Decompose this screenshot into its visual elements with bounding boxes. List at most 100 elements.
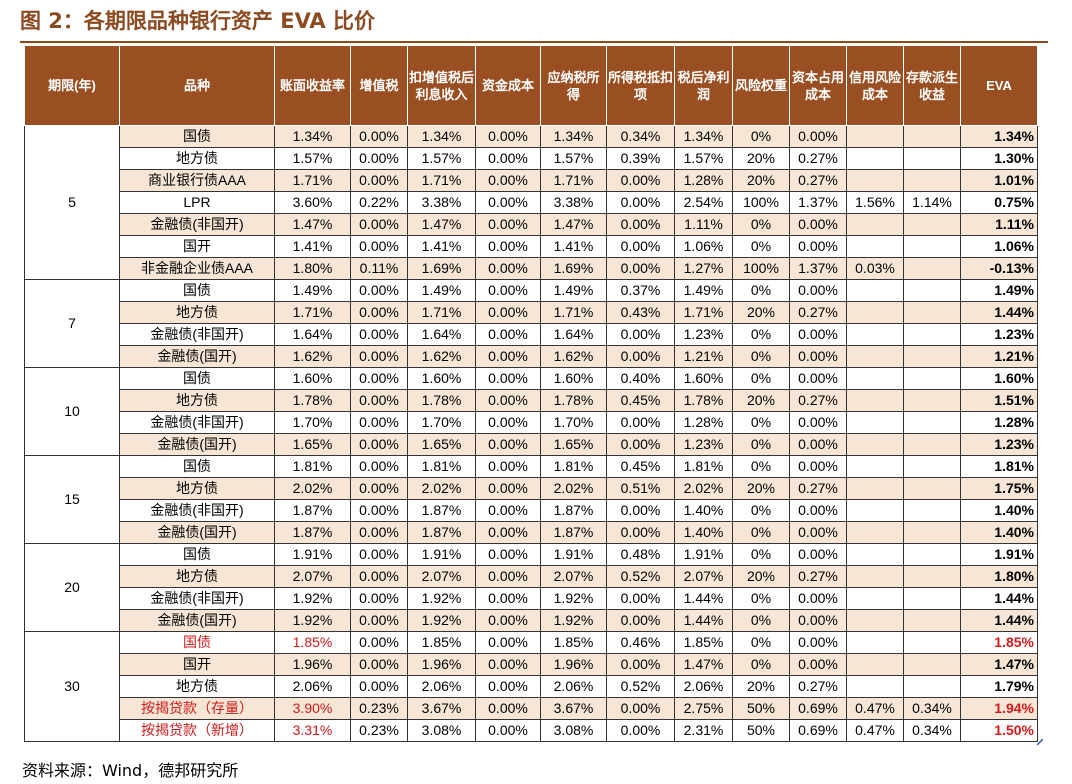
instrument-name: 国债 (119, 367, 275, 390)
value-cell (903, 521, 961, 544)
value-cell: 2.07% (540, 565, 607, 588)
value-cell: 0.00% (475, 345, 541, 368)
value-cell (846, 235, 904, 258)
corner-marker (1037, 739, 1043, 745)
eva-value: 1.11% (960, 213, 1038, 236)
value-cell: 3.38% (407, 191, 476, 214)
value-cell: 0.00% (789, 653, 847, 676)
value-cell: 0% (732, 235, 790, 258)
column-header: 所得税抵扣项 (606, 45, 675, 126)
value-cell: 0% (732, 345, 790, 368)
value-cell: 0.00% (350, 565, 408, 588)
value-cell: 0% (732, 323, 790, 346)
value-cell (846, 367, 904, 390)
value-cell: 1.57% (407, 147, 476, 170)
value-cell: 0.00% (350, 631, 408, 654)
value-cell (903, 367, 961, 390)
value-cell: 1.44% (674, 609, 733, 632)
value-cell: 0.00% (789, 543, 847, 566)
value-cell (846, 521, 904, 544)
eva-value: 1.44% (960, 301, 1038, 324)
header-row: 期限(年) 品种 账面收益率 增值税 扣增值税后利息收入 资金成本 应纳税所得 所得税抵扣项税… (24, 45, 1038, 126)
value-cell (846, 499, 904, 522)
table-row: 金融债(非国开) 1.87% 0.00% 1.87% 0.00% 1.87% 0.00% 1.… (25, 499, 1038, 522)
value-cell: 1.47% (540, 213, 607, 236)
value-cell: 0.00% (350, 279, 408, 302)
value-cell (903, 433, 961, 456)
value-cell: 1.41% (407, 235, 476, 258)
value-cell: 1.28% (674, 169, 733, 192)
value-cell: 1.37% (789, 257, 847, 280)
value-cell: 0.34% (903, 719, 961, 742)
value-cell: 0.00% (475, 521, 541, 544)
value-cell: 2.07% (674, 565, 733, 588)
value-cell: 0.00% (350, 587, 408, 610)
instrument-name: 地方债 (119, 675, 275, 698)
value-cell: 0.00% (475, 147, 541, 170)
value-cell: 0.00% (475, 367, 541, 390)
value-cell: 1.69% (407, 257, 476, 280)
table-row: LPR 3.60% 0.22% 3.38% 0.00% 3.38% 0.00% 2.54% 10… (25, 191, 1038, 214)
value-cell: 0.23% (350, 719, 408, 742)
value-cell: 0.00% (350, 213, 408, 236)
value-cell: 1.64% (540, 323, 607, 346)
value-cell: 1.78% (540, 389, 607, 412)
eva-value: 1.23% (960, 323, 1038, 346)
value-cell: 0% (732, 279, 790, 302)
instrument-name: 国债 (119, 455, 275, 478)
value-cell: 0% (732, 411, 790, 434)
value-cell: 0.34% (606, 125, 675, 148)
value-cell: 0.00% (475, 565, 541, 588)
term-cell: 15 (24, 455, 120, 544)
value-cell: 0.00% (475, 587, 541, 610)
value-cell: 1.41% (274, 235, 351, 258)
table-row: 商业银行债AAA 1.71% 0.00% 1.71% 0.00% 1.71% 0.00% 1.… (25, 169, 1038, 192)
value-cell (846, 147, 904, 170)
value-cell: 0.00% (789, 433, 847, 456)
value-cell: 0% (732, 521, 790, 544)
value-cell: 0.00% (789, 411, 847, 434)
value-cell: 1.87% (407, 521, 476, 544)
column-header: 期限(年) (24, 45, 120, 126)
value-cell: 1.92% (540, 587, 607, 610)
value-cell: 0.00% (606, 191, 675, 214)
value-cell (903, 235, 961, 258)
value-cell: 1.62% (274, 345, 351, 368)
value-cell: 1.70% (540, 411, 607, 434)
value-cell (846, 279, 904, 302)
value-cell: 1.85% (274, 631, 351, 654)
table-row: 金融债(非国开) 1.70% 0.00% 1.70% 0.00% 1.70% 0.00% 1.… (25, 411, 1038, 434)
value-cell: 1.49% (674, 279, 733, 302)
value-cell: 1.64% (274, 323, 351, 346)
value-cell: 1.85% (540, 631, 607, 654)
value-cell: 0.27% (789, 147, 847, 170)
value-cell: 1.71% (407, 169, 476, 192)
column-header: 品种 (119, 45, 275, 126)
value-cell: 0.37% (606, 279, 675, 302)
value-cell (846, 565, 904, 588)
instrument-name: 金融债(非国开) (119, 499, 275, 522)
value-cell: 0.11% (350, 257, 408, 280)
value-cell: 0% (732, 125, 790, 148)
instrument-name: 国开 (119, 235, 275, 258)
value-cell: 0.00% (350, 455, 408, 478)
value-cell: 0.00% (606, 499, 675, 522)
value-cell: 0.00% (606, 719, 675, 742)
value-cell: 1.92% (407, 609, 476, 632)
value-cell (846, 609, 904, 632)
value-cell: 0.27% (789, 389, 847, 412)
value-cell: 2.31% (674, 719, 733, 742)
table-row: 金融债(非国开) 1.64% 0.00% 1.64% 0.00% 1.64% 0.00% 1.… (25, 323, 1038, 346)
value-cell: 1.14% (903, 191, 961, 214)
table-row: 地方债 1.71% 0.00% 1.71% 0.00% 1.71% 0.43% 1.71% 20… (25, 301, 1038, 324)
value-cell: 20% (732, 477, 790, 500)
value-cell (903, 653, 961, 676)
eva-table: 期限(年) 品种 账面收益率 增值税 扣增值税后利息收入 资金成本 应纳税所得 所得税抵扣项税… (24, 45, 1038, 742)
value-cell (903, 543, 961, 566)
value-cell (846, 345, 904, 368)
title-divider (20, 41, 1048, 43)
value-cell: 2.02% (540, 477, 607, 500)
term-cell: 5 (24, 125, 120, 280)
table-row: 30 国债 1.85% 0.00% 1.85% 0.00% 1.85% 0.46% 1.85% 0… (24, 631, 1038, 742)
value-cell: 2.02% (674, 477, 733, 500)
